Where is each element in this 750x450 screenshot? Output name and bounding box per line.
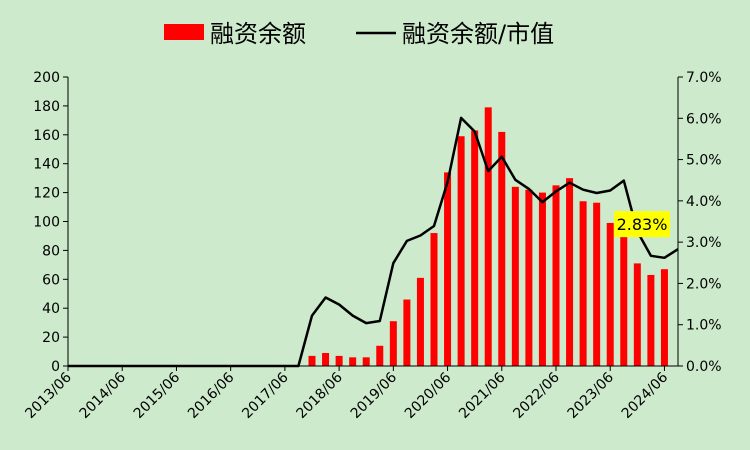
right-tick-label: 1.0%	[686, 318, 722, 334]
left-tick-label: 140	[33, 157, 60, 173]
bar	[389, 321, 397, 366]
bar	[647, 274, 655, 366]
left-tick-label: 80	[42, 243, 60, 259]
bar	[552, 185, 560, 366]
right-tick-label: 6.0%	[686, 111, 722, 127]
right-tick-label: 3.0%	[686, 235, 722, 251]
bar	[525, 189, 533, 366]
left-tick-label: 0	[51, 359, 60, 375]
bar	[511, 186, 519, 366]
left-tick-label: 40	[42, 301, 60, 317]
left-tick-label: 200	[33, 70, 60, 86]
bar	[620, 228, 628, 366]
callout-box	[614, 211, 670, 238]
bar	[349, 357, 357, 366]
bar	[416, 277, 424, 366]
left-tick-label: 60	[42, 272, 60, 288]
bar	[430, 233, 438, 366]
bar	[471, 130, 479, 366]
left-tick-label: 160	[33, 128, 60, 144]
right-tick-label: 7.0%	[686, 70, 722, 86]
bar	[498, 131, 506, 366]
bar	[633, 263, 641, 366]
legend-bar-label: 融资余额	[210, 20, 306, 48]
bar	[376, 345, 384, 366]
right-tick-label: 5.0%	[686, 153, 722, 169]
bar	[484, 107, 492, 366]
x-tick-label: 2022/06	[510, 369, 563, 422]
bar	[606, 222, 614, 366]
plot-area: 0 20 40 60 80 100 120 140 160 180 200 0.0% 1.0% 2.0% 3…	[22, 70, 721, 422]
callout-label: 2.83%	[617, 215, 668, 234]
right-tick-label: 0.0%	[686, 359, 722, 375]
right-tick-label: 2.0%	[686, 276, 722, 292]
bar	[593, 202, 601, 366]
x-tick-label: 2019/06	[348, 369, 401, 422]
x-tick-label: 2014/06	[77, 369, 130, 422]
bar	[444, 172, 452, 366]
left-tick-label: 100	[33, 215, 60, 231]
x-tick-label: 2023/06	[565, 369, 618, 422]
bar	[660, 269, 668, 366]
right-tick-label: 4.0%	[686, 194, 722, 210]
bar	[308, 355, 316, 366]
x-tick-label: 2018/06	[293, 369, 346, 422]
x-tick-label: 2015/06	[131, 369, 184, 422]
legend-bar-swatch	[164, 24, 204, 40]
ratio-line	[68, 116, 679, 368]
bar	[403, 299, 411, 366]
x-tick-label: 2020/06	[402, 369, 455, 422]
bar	[538, 192, 546, 366]
x-tick-label: 2024/06	[619, 369, 672, 422]
bar	[566, 178, 574, 366]
legend-line-label: 融资余额/市值	[402, 20, 554, 48]
x-tick-label: 2021/06	[456, 369, 509, 422]
left-tick-label: 180	[33, 99, 60, 115]
left-tick-label: 120	[33, 186, 60, 202]
x-tick-label: 2017/06	[239, 369, 292, 422]
bar	[457, 136, 465, 366]
bar	[362, 357, 370, 366]
bar	[335, 355, 343, 366]
bar	[322, 352, 330, 366]
x-tick-label: 2013/06	[22, 369, 75, 422]
x-tick-label: 2016/06	[185, 369, 238, 422]
bar	[579, 201, 587, 366]
chart-legend: 融资余额 融资余额/市值	[164, 20, 554, 48]
left-tick-label: 20	[42, 330, 60, 346]
